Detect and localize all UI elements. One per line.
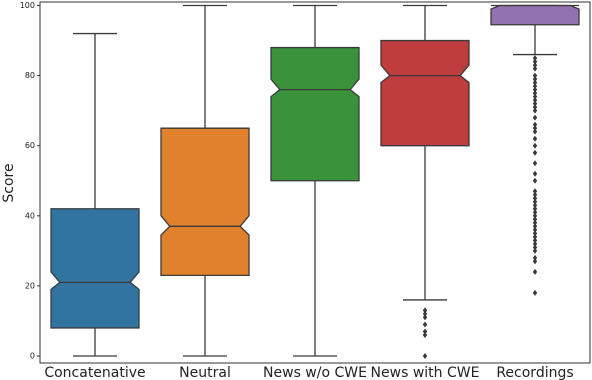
flier: [532, 268, 538, 275]
flier: [532, 149, 538, 156]
plot-frame: [39, 1, 591, 364]
flier: [422, 310, 428, 317]
flier: [532, 209, 538, 216]
flier: [532, 219, 538, 226]
flier: [532, 104, 538, 111]
flier: [532, 125, 538, 132]
flier: [532, 121, 538, 128]
flier: [532, 223, 538, 230]
flier: [532, 170, 538, 177]
flier: [532, 76, 538, 83]
flier: [532, 142, 538, 149]
flier: [532, 226, 538, 233]
flier: [532, 198, 538, 205]
x-tick-label: Recordings: [496, 365, 573, 380]
flier: [532, 114, 538, 121]
flier: [422, 352, 428, 359]
y-tick-label: 80: [25, 71, 35, 80]
flier: [532, 230, 538, 237]
flier: [532, 237, 538, 244]
flier: [532, 93, 538, 100]
flier: [532, 177, 538, 184]
box: [380, 39, 470, 147]
box: [490, 4, 580, 26]
flier: [532, 205, 538, 212]
x-tick-label: News with CWE: [371, 365, 480, 380]
flier: [532, 97, 538, 104]
flier: [532, 216, 538, 223]
flier: [532, 254, 538, 261]
flier: [532, 258, 538, 265]
flier: [532, 62, 538, 69]
flier: [532, 100, 538, 107]
flier: [532, 58, 538, 65]
y-tick-label: 0: [30, 351, 35, 360]
box: [160, 127, 250, 277]
box: [50, 208, 140, 329]
box: [270, 46, 360, 182]
flier: [422, 307, 428, 314]
flier: [532, 160, 538, 167]
flier: [532, 191, 538, 198]
flier: [532, 202, 538, 209]
flier: [532, 90, 538, 97]
flier: [532, 107, 538, 114]
flier: [532, 244, 538, 251]
y-tick-label: 60: [25, 141, 35, 150]
y-axis-label: Score: [1, 163, 17, 202]
flier: [532, 188, 538, 195]
x-tick-label: Neutral: [179, 365, 231, 380]
flier: [532, 195, 538, 202]
flier: [422, 328, 428, 335]
flier: [532, 135, 538, 142]
flier: [532, 79, 538, 86]
flier: [532, 289, 538, 296]
flier: [532, 83, 538, 90]
y-tick-label: 100: [20, 1, 35, 10]
flier: [532, 72, 538, 79]
flier: [422, 331, 428, 338]
flier: [532, 55, 538, 62]
x-tick-label: Concatenative: [44, 365, 145, 380]
flier: [532, 128, 538, 135]
flier: [532, 212, 538, 219]
flier: [532, 233, 538, 240]
flier: [532, 247, 538, 254]
flier: [532, 240, 538, 247]
flier: [422, 314, 428, 321]
flier: [532, 65, 538, 72]
y-tick-label: 20: [25, 281, 35, 290]
y-tick-label: 40: [25, 211, 35, 220]
x-tick-label: News w/o CWE: [263, 365, 367, 380]
flier: [422, 321, 428, 328]
flier: [532, 86, 538, 93]
